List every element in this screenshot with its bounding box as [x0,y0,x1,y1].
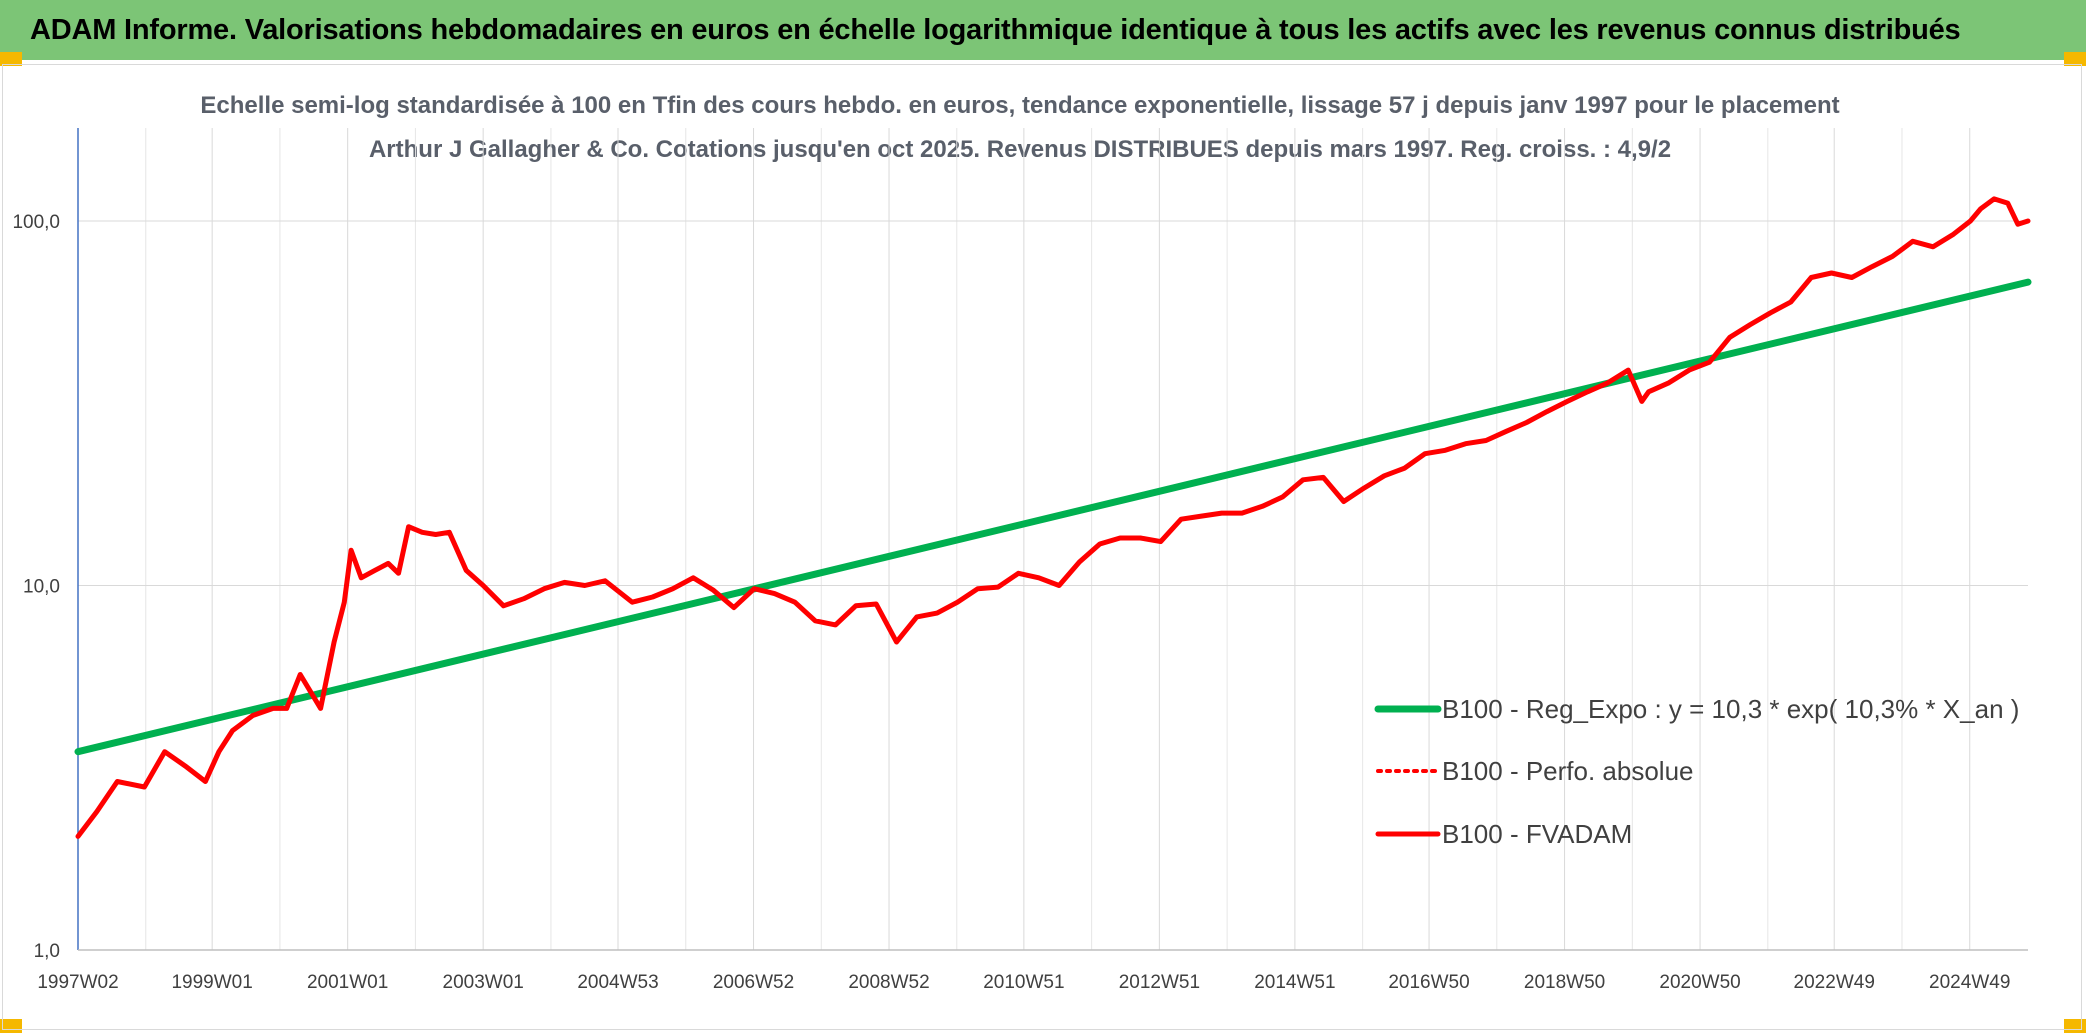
series-lines [74,196,2032,839]
x-tick-label: 2022W49 [1794,972,1875,993]
banner: ADAM Informe. Valorisations hebdomadaire… [0,0,2086,60]
legend-entry: B100 - Reg_Expo : y = 10,3 * exp( 10,3% … [1442,694,2019,724]
x-tick-label: 2012W51 [1119,972,1200,993]
x-tick-label: 2008W52 [848,972,929,993]
x-tick-label: 2020W50 [1659,972,1740,993]
x-tick-label: 1999W01 [171,972,252,993]
x-tick-label: 2014W51 [1254,972,1335,993]
chart-frame [2,64,2082,1030]
banner-title: ADAM Informe. Valorisations hebdomadaire… [30,13,1961,46]
series-line-2 [75,196,2031,839]
x-tick-label: 2004W53 [577,972,658,993]
x-tick-label: 2024W49 [1929,972,2010,993]
gridlines [77,128,2028,951]
x-tick-label: 2003W01 [443,972,524,993]
y-tick-label: 10,0 [23,577,60,598]
x-tick-label: 2001W01 [307,972,388,993]
y-tick-label: 100,0 [12,212,60,233]
legend: B100 - Reg_Expo : y = 10,3 * exp( 10,3% … [1374,694,2019,849]
legend-entry: B100 - Perfo. absolue [1442,756,1694,786]
axes [77,128,2028,951]
chart-title: Echelle semi-log standardisée à 100 en T… [200,92,1840,163]
legend-entry: B100 - FVADAM [1442,819,1632,849]
corner-marker [2064,52,2086,66]
series-line-0 [74,278,2032,756]
x-tick-label: 2016W50 [1388,972,1469,993]
corner-marker [0,52,22,66]
tick-labels: 1997W02 1999W01 2001W01 2003W01 2004W53 2006W… [12,212,2010,993]
x-tick-label: 2006W52 [713,972,794,993]
x-tick-label: 2018W50 [1524,972,1605,993]
y-tick-label: 1,0 [34,941,60,962]
x-tick-label: 2010W51 [983,972,1064,993]
x-tick-label: 1997W02 [37,972,118,993]
